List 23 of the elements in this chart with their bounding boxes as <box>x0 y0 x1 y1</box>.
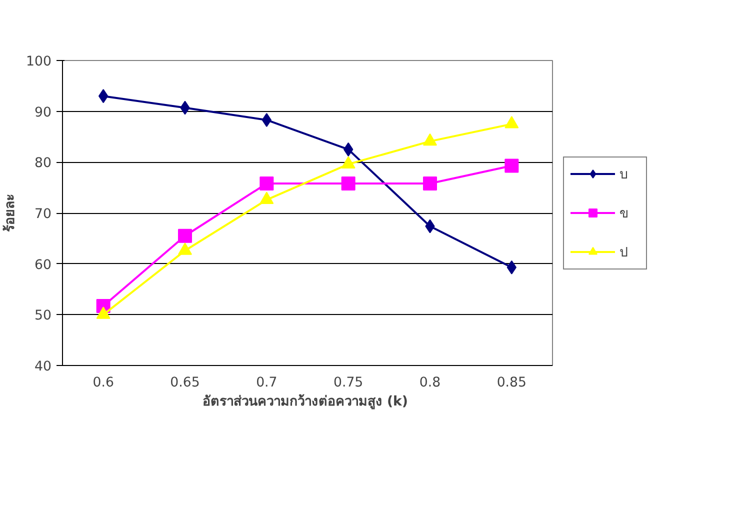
y-tick-label: 90 <box>34 105 52 120</box>
x-tick-label: 0.75 <box>333 376 364 390</box>
y-tick-label: 60 <box>34 258 52 273</box>
x-tick-label: 0.85 <box>496 376 527 390</box>
point <box>423 176 437 191</box>
y-tick-label: 40 <box>34 360 52 374</box>
point <box>260 176 274 191</box>
x-axis-title: อัตราส่วนความกว้างต่อความสูง (k) <box>202 394 408 410</box>
point <box>341 176 356 191</box>
x-tick-label: 0.6 <box>92 376 114 390</box>
point <box>178 228 192 243</box>
x-tick-label: 0.65 <box>170 376 200 390</box>
y-tick-label: 100 <box>26 54 52 70</box>
y-tick-label: 70 <box>34 207 52 222</box>
point <box>504 158 519 173</box>
legend-label: ป <box>620 244 628 262</box>
x-tick-label: 0.7 <box>256 376 278 390</box>
legend-label: บ <box>620 166 628 184</box>
y-tick-label: 80 <box>34 156 52 172</box>
legend-label: ข <box>620 205 630 223</box>
y-tick-label: 50 <box>34 308 52 324</box>
y-axis-title: ร้อยละ <box>2 194 18 232</box>
x-tick-label: 0.8 <box>419 376 441 390</box>
